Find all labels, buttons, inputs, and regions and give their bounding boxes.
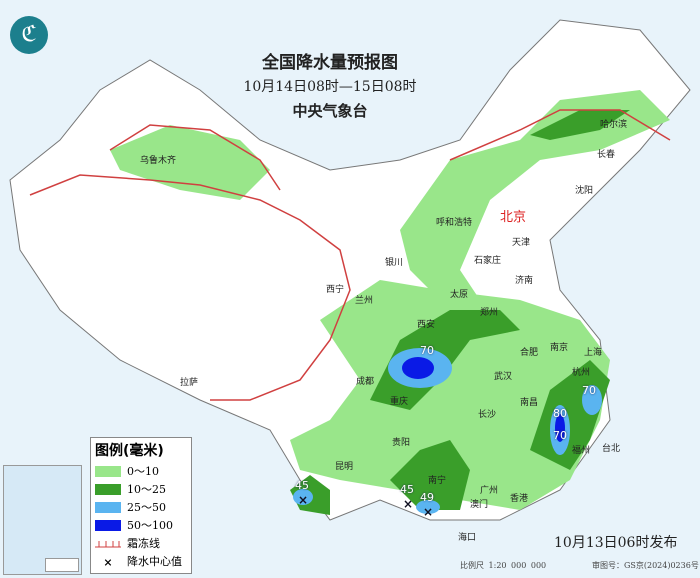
city-label: 重庆 (390, 397, 409, 407)
city-label: 贵阳 (392, 438, 411, 448)
city-label: 南宁 (428, 476, 447, 486)
rain-center-value: 80 (553, 407, 567, 420)
city-label: 南京 (550, 343, 569, 353)
rain-25-50-zhejiang (582, 385, 602, 415)
rain-25-50-yunnan (293, 489, 313, 505)
south-china-sea-inset (3, 465, 82, 575)
legend-item: 50～100 (95, 516, 187, 534)
forecast-period: 10月14日08时—15日08时 (243, 79, 417, 95)
city-label: 西宁 (326, 285, 345, 295)
rain-50-100-sichuan (402, 357, 434, 379)
rain-10-25-guangxi (390, 440, 470, 510)
rain-center-value: 49 (420, 491, 434, 504)
legend-item: 25～50 (95, 498, 187, 516)
legend-label: 降水中心值 (127, 555, 182, 568)
map-scale: 比例尺 1:20 000 000 (460, 561, 547, 570)
legend-item: 霜冻线 (95, 534, 187, 552)
frost-line-tianshan (109, 124, 281, 191)
legend-label: 10～25 (127, 483, 166, 496)
city-label: 合肥 (520, 348, 539, 358)
rain-0-10-xinjiang (110, 125, 270, 200)
city-label: 太原 (450, 290, 469, 300)
frost-line-icon (95, 540, 121, 547)
issuer: 中央气象台 (292, 102, 368, 120)
rain-0-10-north (400, 90, 670, 300)
city-label: 郑州 (480, 308, 499, 318)
frost-line-northeast (449, 109, 671, 161)
city-label: 广州 (480, 486, 499, 496)
swatch-10-25 (95, 483, 121, 495)
city-label: 南昌 (520, 398, 539, 408)
city-label: 西安 (417, 320, 436, 330)
rain-center-value: 70 (553, 429, 567, 442)
rain-center-value: 70 (582, 384, 596, 397)
city-label: 长春 (597, 150, 616, 160)
rain-50-100-fujian (555, 414, 565, 442)
rain-center-value: 70 (420, 344, 434, 357)
swatch-25-50 (95, 501, 121, 513)
legend-item: × 降水中心值 (95, 552, 187, 570)
city-label: 海口 (458, 533, 477, 543)
city-label: 福州 (572, 446, 591, 456)
swatch-0-10 (95, 465, 121, 477)
city-label: 上海 (584, 348, 603, 358)
city-label: 银川 (385, 258, 404, 268)
city-label: 沈阳 (575, 186, 594, 196)
rain-0-10-south (290, 280, 610, 510)
city-label: 兰州 (355, 296, 374, 306)
rain-25-50-guangxi (416, 500, 440, 514)
city-label: 北京 (500, 210, 527, 225)
rain-center-value: 45 (295, 479, 309, 492)
city-label: 石家庄 (474, 256, 502, 266)
swatch-50-100 (95, 519, 121, 531)
city-label: 澳门 (470, 500, 489, 510)
frost-line-xinjiang (29, 174, 351, 401)
city-label: 成都 (356, 377, 375, 387)
legend-item: 10～25 (95, 480, 187, 498)
city-label: 昆明 (335, 462, 354, 472)
city-label: 武汉 (494, 372, 513, 382)
legend-item: 0～10 (95, 462, 187, 480)
city-label: 拉萨 (180, 378, 199, 388)
city-label: 台北 (602, 444, 621, 454)
map-approval-number: 审图号：GS京(2024)0236号 (592, 561, 699, 570)
legend: 图例(毫米) 0～10 10～25 25～50 50～100 霜冻线 × 降水中心… (90, 437, 192, 574)
city-label: 天津 (512, 238, 531, 248)
rain-10-25-ne (530, 110, 630, 140)
legend-label: 25～50 (127, 501, 166, 514)
x-mark-icon: × (298, 493, 309, 507)
city-label: 哈尔滨 (600, 120, 628, 130)
city-label: 长沙 (478, 410, 497, 420)
x-mark-icon: × (103, 555, 113, 569)
legend-label: 霜冻线 (127, 537, 160, 550)
legend-label: 0～10 (127, 465, 159, 478)
legend-label: 50～100 (127, 519, 173, 532)
city-label: 济南 (515, 276, 534, 286)
legend-title: 图例(毫米) (95, 443, 164, 459)
map-title: 全国降水量预报图 (262, 53, 398, 73)
publish-time: 10月13日06时发布 (554, 535, 678, 551)
rain-center-value: 45 (400, 483, 414, 496)
city-label: 杭州 (572, 368, 591, 378)
city-label: 香港 (510, 494, 529, 504)
cma-logo-icon: ℭ (10, 16, 48, 54)
city-label: 乌鲁木齐 (140, 156, 177, 166)
x-mark-icon: × (403, 497, 414, 511)
city-label: 呼和浩特 (436, 218, 473, 228)
x-mark-icon: × (423, 505, 434, 519)
